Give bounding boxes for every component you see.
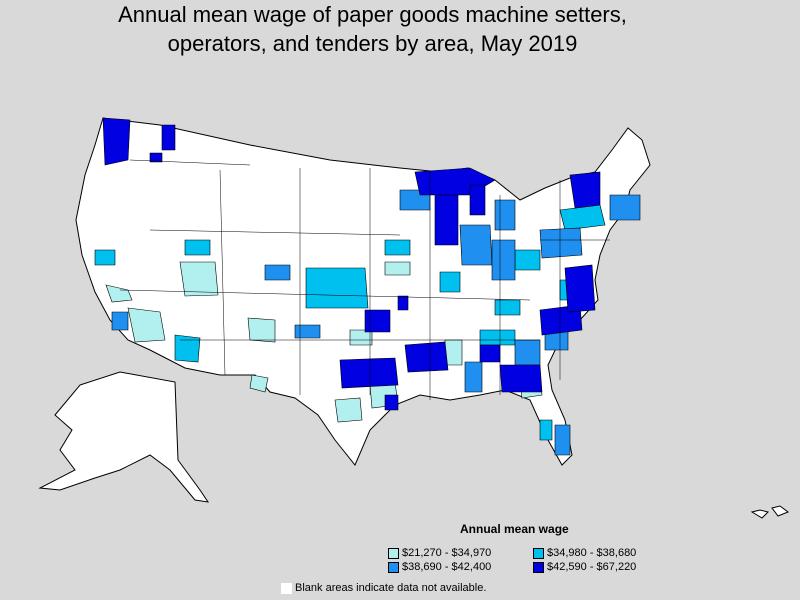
region-iowa xyxy=(384,239,411,256)
region-northern-california xyxy=(94,249,116,266)
region-kansas-east xyxy=(397,295,409,311)
region-north-carolina xyxy=(539,304,583,336)
legend-label-2: $34,980 - $38,680 xyxy=(547,547,637,559)
region-kentucky xyxy=(494,299,521,316)
legend-swatch-2 xyxy=(533,547,544,559)
region-michigan-south xyxy=(494,199,516,231)
map-regions-light-cyan xyxy=(105,261,543,423)
map-regions-dark-blue xyxy=(102,117,601,411)
title-line-2: operators, and tenders by area, May 2019 xyxy=(167,31,578,56)
region-pennsylvania xyxy=(539,227,583,259)
region-louisiana-north xyxy=(339,357,399,389)
region-missouri xyxy=(439,271,461,293)
region-georgia xyxy=(514,339,541,366)
region-new-england xyxy=(609,194,641,221)
region-mississippi-north xyxy=(404,341,449,373)
legend-item-3: $38,690 - $42,400 xyxy=(388,561,491,573)
region-arizona-central xyxy=(174,334,201,363)
region-california-coast xyxy=(111,311,129,331)
region-kansas xyxy=(305,267,369,309)
region-mississippi xyxy=(444,339,463,366)
region-arkansas xyxy=(364,309,391,333)
region-washington-west xyxy=(102,117,131,166)
region-wisconsin-north xyxy=(434,194,459,246)
alaska-outline xyxy=(38,371,210,503)
region-nevada-utah xyxy=(179,261,219,297)
hawaii-islands xyxy=(750,505,790,519)
region-new-york-north xyxy=(569,171,601,209)
legend-label-4: $42,590 - $67,220 xyxy=(547,561,637,573)
area-boundaries xyxy=(119,159,610,400)
map-title: Annual mean wage of paper goods machine … xyxy=(0,0,745,58)
blank-note-text: Blank areas indicate data not available. xyxy=(295,582,487,594)
region-tennessee xyxy=(479,329,516,346)
region-central-california xyxy=(105,284,133,303)
region-tennessee-east xyxy=(479,344,501,363)
region-indiana xyxy=(491,239,516,281)
legend-swatch-3 xyxy=(388,561,399,573)
region-idaho-north xyxy=(161,124,176,151)
region-new-mexico xyxy=(249,374,269,393)
legend-swatch-4 xyxy=(533,561,544,573)
blank-swatch xyxy=(281,582,292,594)
region-michigan-lower xyxy=(469,184,486,216)
blank-areas-note: Blank areas indicate data not available. xyxy=(281,582,486,594)
legend-label-1: $21,270 - $34,970 xyxy=(402,547,492,559)
region-virginia-east xyxy=(564,264,596,313)
region-alabama xyxy=(464,361,483,393)
legend-item-4: $42,590 - $67,220 xyxy=(533,561,636,573)
region-illinois xyxy=(459,224,493,266)
region-southern-california xyxy=(127,307,166,343)
map-regions-medium-blue xyxy=(111,189,641,456)
region-colorado xyxy=(264,264,291,281)
region-texas-gulf xyxy=(384,394,399,411)
region-florida-west xyxy=(539,419,553,441)
region-idaho xyxy=(184,239,211,256)
region-montana-west xyxy=(149,152,163,163)
title-line-1: Annual mean wage of paper goods machine … xyxy=(118,2,627,27)
region-arizona-south xyxy=(247,317,276,343)
legend-swatch-1 xyxy=(388,547,399,559)
region-florida-east xyxy=(554,424,571,456)
region-texas-central xyxy=(334,397,363,423)
legend-item-1: $21,270 - $34,970 xyxy=(388,547,491,559)
legend-title: Annual mean wage xyxy=(460,522,569,536)
legend-item-2: $34,980 - $38,680 xyxy=(533,547,636,559)
region-ohio xyxy=(514,249,541,271)
region-oklahoma-east xyxy=(294,324,321,339)
region-georgia-south xyxy=(499,364,543,393)
region-nebraska xyxy=(384,261,411,276)
legend-label-3: $38,690 - $42,400 xyxy=(402,561,492,573)
